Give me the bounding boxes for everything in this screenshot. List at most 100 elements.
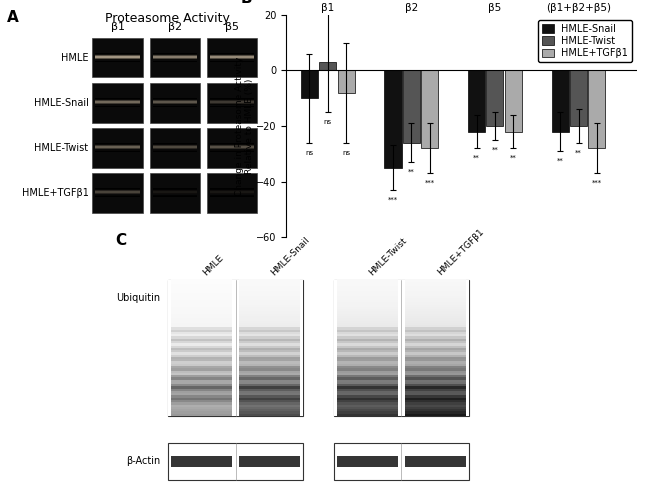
Bar	[239, 318, 300, 321]
Bar	[96, 190, 140, 191]
Bar	[337, 325, 398, 328]
Bar	[239, 282, 300, 284]
Bar	[210, 195, 254, 196]
Bar	[337, 395, 398, 398]
Bar	[239, 384, 300, 386]
Bar	[239, 304, 300, 307]
Bar	[337, 413, 398, 416]
Bar	[337, 297, 398, 300]
Bar	[337, 352, 398, 355]
Bar	[239, 295, 300, 298]
Bar	[405, 284, 466, 287]
Bar	[337, 284, 398, 287]
Bar	[96, 59, 140, 60]
Bar	[405, 309, 466, 311]
Bar	[171, 386, 232, 389]
Bar	[153, 59, 197, 60]
Bar	[96, 106, 140, 107]
Bar	[239, 354, 300, 357]
Bar	[405, 363, 466, 366]
Bar	[171, 372, 232, 375]
Bar	[153, 148, 197, 149]
Text: HMLE-Snail: HMLE-Snail	[270, 235, 311, 277]
Bar	[337, 374, 398, 377]
Bar	[405, 377, 466, 379]
Bar	[301, 71, 318, 98]
Bar	[239, 377, 300, 379]
Bar	[337, 293, 398, 295]
Bar	[402, 280, 469, 416]
Bar	[96, 61, 140, 62]
Bar	[153, 191, 197, 192]
Bar	[337, 282, 398, 284]
Bar	[239, 402, 300, 405]
Bar	[150, 39, 200, 78]
Bar	[337, 377, 398, 379]
Bar	[239, 306, 300, 309]
Bar	[96, 57, 140, 58]
Bar	[171, 290, 232, 293]
Bar	[171, 404, 232, 407]
Bar	[171, 318, 232, 321]
Bar	[171, 297, 232, 300]
Bar	[96, 100, 140, 101]
Text: **: **	[473, 155, 480, 161]
Text: **: **	[408, 169, 415, 175]
Y-axis label: Change in Proteasome Activity
Relative to HMLE (%): Change in Proteasome Activity Relative t…	[235, 56, 254, 196]
Bar	[239, 322, 300, 325]
Bar	[168, 280, 235, 416]
Bar	[207, 128, 257, 167]
Bar	[405, 386, 466, 389]
Bar	[210, 54, 254, 55]
Bar	[337, 286, 398, 288]
Text: β1: β1	[321, 3, 334, 13]
Bar	[171, 345, 232, 348]
Bar	[405, 279, 466, 282]
Bar	[405, 345, 466, 348]
Bar	[210, 189, 254, 190]
Bar	[210, 194, 254, 195]
Bar	[210, 55, 254, 56]
Bar	[92, 39, 143, 78]
Bar	[337, 379, 398, 382]
Bar	[96, 188, 140, 189]
Bar	[153, 102, 197, 103]
Bar	[319, 62, 336, 71]
Bar	[171, 302, 232, 305]
Bar	[239, 297, 300, 300]
Bar	[168, 443, 304, 480]
Bar	[337, 354, 398, 357]
Bar	[153, 194, 197, 195]
Bar	[337, 411, 398, 413]
Text: **: **	[575, 150, 582, 156]
Bar	[153, 61, 197, 62]
Bar	[150, 83, 200, 123]
Bar	[239, 363, 300, 366]
Bar	[153, 150, 197, 151]
Bar	[171, 293, 232, 295]
Bar	[171, 306, 232, 309]
Bar	[171, 409, 232, 412]
Bar	[333, 443, 469, 480]
Bar	[210, 56, 254, 57]
Bar	[405, 356, 466, 359]
Bar	[337, 320, 398, 323]
Text: **: **	[491, 147, 499, 153]
Bar	[239, 368, 300, 370]
Bar	[405, 343, 466, 345]
Bar	[239, 386, 300, 389]
Bar	[337, 322, 398, 325]
Bar	[405, 333, 466, 336]
Text: β2: β2	[405, 3, 418, 13]
Bar	[153, 143, 197, 144]
Bar	[239, 316, 300, 318]
Bar	[210, 143, 254, 144]
Bar	[239, 379, 300, 382]
Bar	[239, 284, 300, 287]
Bar	[210, 146, 254, 147]
Bar	[210, 102, 254, 103]
Bar	[153, 147, 197, 148]
Legend: HMLE-Snail, HMLE-Twist, HMLE+TGFβ1: HMLE-Snail, HMLE-Twist, HMLE+TGFβ1	[538, 20, 632, 62]
Bar	[405, 325, 466, 328]
Text: ***: ***	[388, 197, 398, 203]
